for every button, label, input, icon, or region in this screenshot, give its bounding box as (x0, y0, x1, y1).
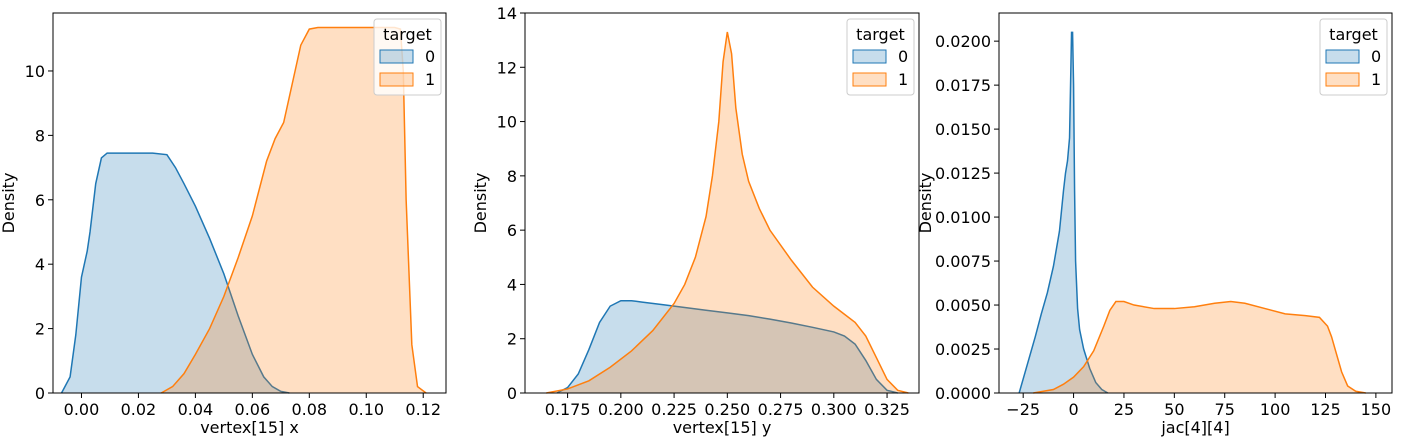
x-tick-label: 100 (1260, 400, 1291, 419)
y-tick-label: 0 (507, 384, 517, 403)
x-tick-label: −25 (1006, 400, 1040, 419)
x-tick-label: 150 (1361, 400, 1392, 419)
legend: target 0 1 (373, 18, 442, 96)
x-tick-label: 50 (1164, 400, 1184, 419)
density-area-target-1 (1033, 301, 1366, 393)
y-tick-label: 10 (497, 113, 517, 132)
x-tick-label: 0.06 (235, 400, 271, 419)
y-tick-label: 0.0100 (935, 208, 991, 227)
chart-panel-3: −25 0 25 50 75 100 125 150 0.0000 0.0025 0.0050 0.0… (916, 12, 1393, 437)
density-area-target-0 (1019, 32, 1108, 393)
y-tick-label: 0.0050 (935, 296, 991, 315)
density-line-target-0 (556, 299, 898, 394)
legend-title: target (383, 25, 432, 44)
x-tick-label: 0.10 (348, 400, 384, 419)
legend-title: target (1329, 25, 1378, 44)
legend-box (846, 18, 915, 96)
legend-label-target-1: 1 (425, 70, 435, 89)
legend-label-target-1: 1 (1371, 70, 1381, 89)
density-line-target-0 (60, 152, 290, 394)
y-tick-label: 6 (507, 221, 517, 240)
chart-panel-2: 0.175 0.200 0.225 0.250 0.275 0.300 0.325 0 2 4 6 8… (471, 4, 920, 437)
x-tick-label: 0.04 (178, 400, 214, 419)
density-area-target-1 (546, 32, 909, 393)
density-line-target-1 (546, 31, 909, 394)
y-tick-label: 8 (507, 167, 517, 186)
legend-swatch-target-1 (379, 72, 414, 87)
legend: target 0 1 (846, 18, 915, 96)
x-tick-label: 0.250 (704, 400, 750, 419)
y-tick-label: 12 (497, 58, 517, 77)
y-tick-label: 0.0200 (935, 32, 991, 51)
x-tick-label: 0.300 (811, 400, 857, 419)
y-axis-label: Density (471, 173, 490, 234)
x-tick-label: 0.00 (64, 400, 100, 419)
x-tick-label: 0.225 (651, 400, 697, 419)
y-tick-label: 0.0000 (935, 384, 991, 403)
legend-label-target-1: 1 (898, 70, 908, 89)
y-axis-label: Density (916, 173, 935, 234)
legend: target 0 1 (1319, 18, 1388, 96)
x-tick-label: 0.08 (291, 400, 327, 419)
x-tick-label: 0.175 (545, 400, 591, 419)
x-tick-label: 0.02 (121, 400, 157, 419)
y-tick-label: 4 (35, 255, 45, 274)
x-axis-label: jac[4][4] (1160, 418, 1229, 437)
x-tick-label: 125 (1310, 400, 1341, 419)
legend-swatch-target-0 (379, 49, 414, 64)
x-tick-label: 0.275 (758, 400, 804, 419)
density-line-target-0 (1018, 31, 1109, 394)
legend-swatch-target-1 (852, 72, 887, 87)
y-tick-label: 10 (25, 62, 45, 81)
legend-label-target-0: 0 (898, 47, 908, 66)
y-tick-label: 14 (497, 4, 517, 23)
plot-frame (524, 12, 920, 394)
plot-frame (998, 12, 1393, 394)
x-tick-label: 0.200 (598, 400, 644, 419)
y-tick-label: 6 (35, 191, 45, 210)
y-tick-label: 0 (35, 384, 45, 403)
legend-box (1319, 18, 1388, 96)
density-area-target-1 (161, 27, 427, 394)
y-tick-label: 0.0150 (935, 120, 991, 139)
density-area-target-0 (61, 153, 290, 393)
legend-swatch-target-0 (1325, 49, 1360, 64)
legend-swatch-target-0 (852, 49, 887, 64)
plot-frame (52, 12, 447, 394)
legend-label-target-0: 0 (425, 47, 435, 66)
x-tick-label: 0 (1068, 400, 1078, 419)
legend-title: target (856, 25, 905, 44)
y-tick-label: 8 (35, 126, 45, 145)
y-tick-label: 0.0025 (935, 340, 991, 359)
y-tick-label: 0.0075 (935, 252, 991, 271)
legend-label-target-0: 0 (1371, 47, 1381, 66)
y-axis-label: Density (0, 173, 18, 234)
y-tick-label: 2 (507, 330, 517, 349)
x-axis-label: vertex[15] x (200, 418, 299, 437)
x-tick-label: 0.325 (864, 400, 910, 419)
y-tick-label: 0.0125 (935, 164, 991, 183)
y-tick-label: 2 (35, 320, 45, 339)
x-tick-label: 25 (1114, 400, 1134, 419)
y-tick-label: 4 (507, 275, 517, 294)
x-tick-label: 75 (1215, 400, 1235, 419)
x-tick-label: 0.12 (405, 400, 441, 419)
density-line-target-1 (1033, 300, 1366, 394)
legend-swatch-target-1 (1325, 72, 1360, 87)
y-tick-label: 0.0175 (935, 76, 991, 95)
x-axis-label: vertex[15] y (673, 418, 772, 437)
chart-panel-1: 0.00 0.02 0.04 0.06 0.08 0.10 0.120246810verte… (0, 12, 447, 437)
density-area-target-0 (556, 300, 898, 393)
legend-box (373, 18, 442, 96)
